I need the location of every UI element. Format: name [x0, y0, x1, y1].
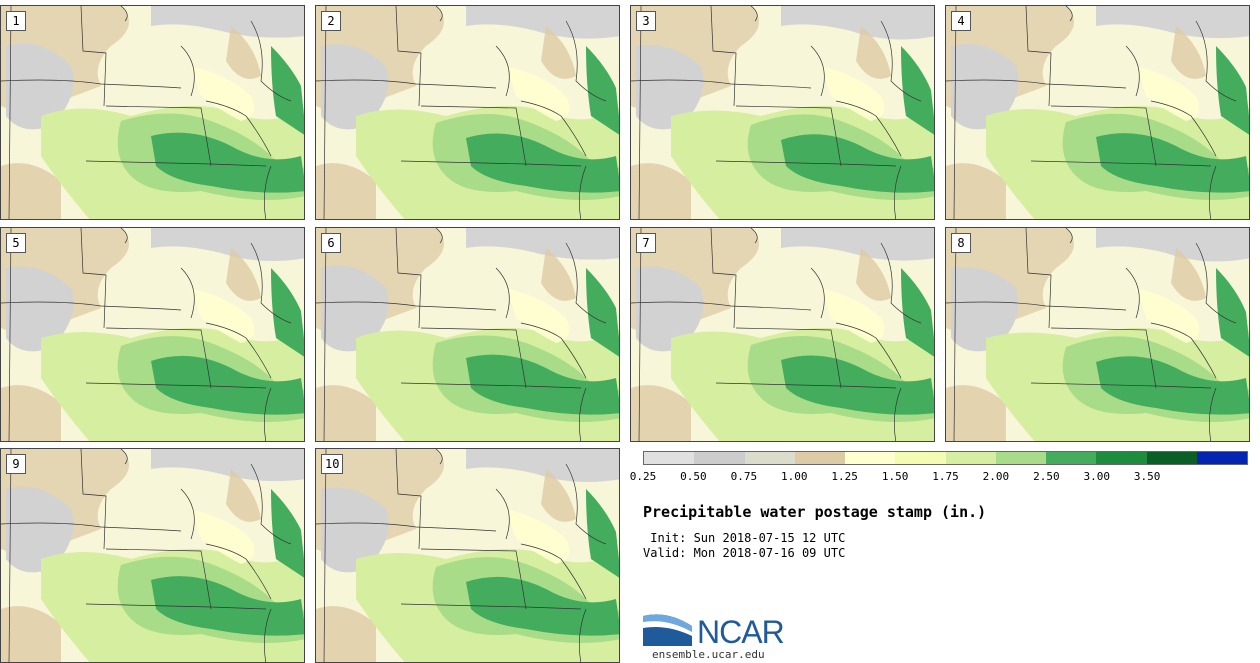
member-panel: 3 [630, 5, 935, 220]
colorbar-tick-label: 1.00 [781, 470, 808, 483]
colorbar-tick-label: 0.50 [680, 470, 707, 483]
colorbar-segment [945, 452, 996, 464]
member-number: 6 [321, 233, 341, 253]
colorbar-tick-label: 1.25 [831, 470, 858, 483]
colorbar-tick-label: 0.75 [730, 470, 758, 483]
init-time: Init: Sun 2018-07-15 12 UTC [643, 531, 846, 545]
member-number: 2 [321, 11, 341, 31]
member-number: 8 [951, 233, 971, 253]
member-panel: 1 [0, 5, 305, 220]
colorbar-segment [644, 452, 695, 464]
colorbar-segment [744, 452, 795, 464]
member-panel: 4 [945, 5, 1250, 220]
colorbar-ticks: 0.25 0.50 0.75 1.00 1.25 1.50 1.75 2.00 2.50 3.00… [628, 470, 1248, 484]
member-panel: 7 [630, 227, 935, 442]
colorbar-tick-label: 2.50 [1033, 470, 1060, 483]
colorbar-segment [794, 452, 845, 464]
colorbar-segment [1096, 452, 1147, 464]
colorbar-tick-label: 0.25 [629, 470, 657, 483]
colorbar-tick-label: 3.50 [1133, 470, 1161, 483]
colorbar-segment [694, 452, 745, 464]
colorbar-segment [895, 452, 946, 464]
member-number: 1 [6, 11, 26, 31]
plot-title: Precipitable water postage stamp (in.) [643, 503, 987, 521]
site-url: ensemble.ucar.edu [652, 648, 765, 661]
member-number: 7 [636, 233, 656, 253]
colorbar [643, 451, 1248, 465]
colorbar-segment [1196, 452, 1247, 464]
colorbar-tick-label: 2.00 [982, 470, 1010, 483]
member-number: 4 [951, 11, 971, 31]
valid-time: Valid: Mon 2018-07-16 09 UTC [643, 546, 846, 560]
member-panel: 6 [315, 227, 620, 442]
colorbar-segment [1046, 452, 1097, 464]
colorbar-segment [995, 452, 1046, 464]
member-panel: 2 [315, 5, 620, 220]
member-number: 10 [321, 454, 344, 474]
ncar-logo-icon [643, 614, 692, 646]
colorbar-tick-label: 3.00 [1083, 470, 1111, 483]
colorbar-segment [1146, 452, 1197, 464]
member-panel: 10 [315, 448, 620, 663]
colorbar-segment [845, 452, 896, 464]
member-panel: 9 [0, 448, 305, 663]
member-panel: 8 [945, 227, 1250, 442]
member-number: 5 [6, 233, 26, 253]
member-number: 3 [636, 11, 656, 31]
member-panel: 5 [0, 227, 305, 442]
ncar-logo-text: NCAR [697, 614, 785, 650]
member-number: 9 [6, 454, 26, 474]
colorbar-tick-label: 1.50 [881, 470, 909, 483]
colorbar-tick-label: 1.75 [932, 470, 959, 483]
